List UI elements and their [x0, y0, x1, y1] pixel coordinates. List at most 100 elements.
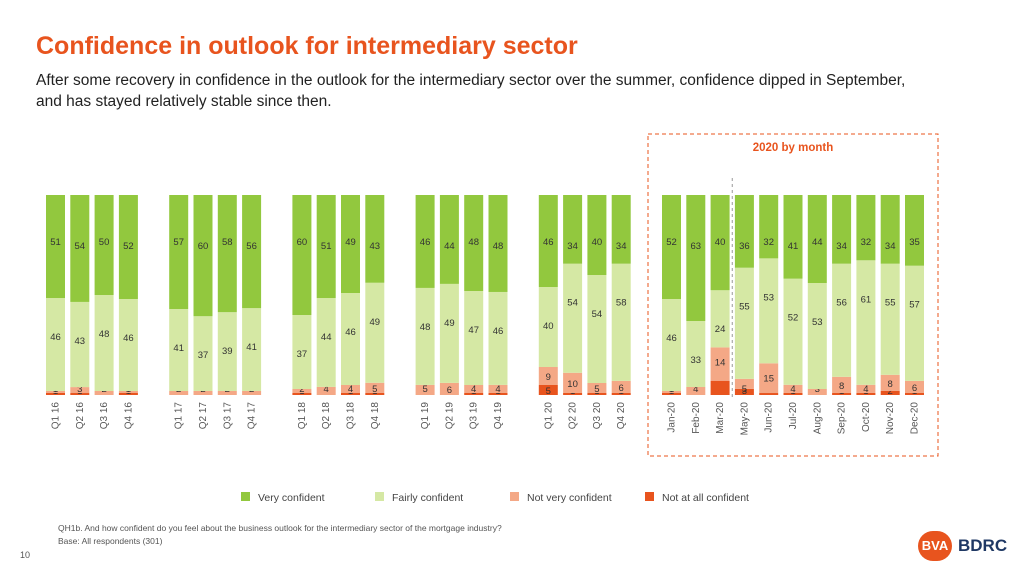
data-label-q4-16-fairly-confident: 46: [123, 333, 134, 344]
bar-jul-20-fairly-confident: [783, 278, 803, 385]
data-label-q1-17-fairly-confident: 41: [173, 343, 184, 354]
bar-q1-18-not-very-confident: [292, 389, 312, 393]
bar-jun-20-not-at-all-confident: [759, 393, 779, 395]
data-label-oct-20-fairly-confident: 61: [861, 294, 872, 305]
bar-q1-16-not-very-confident: [46, 390, 65, 393]
bar-nov-20-fairly-confident: [880, 263, 900, 375]
data-label-jan-20-very-confident: 52: [666, 237, 677, 248]
data-label-q4-19-not-very-confident: 4: [495, 384, 500, 395]
bar-feb-20-not-very-confident: [686, 387, 706, 395]
data-label-nov-20-very-confident: 34: [885, 241, 896, 252]
bar-q3-20-not-at-all-confident: [587, 393, 607, 395]
bar-mar-20-fairly-confident: [710, 290, 730, 348]
bar-q3-20-fairly-confident: [587, 275, 607, 383]
footnote: QH1b. And how confident do you feel abou…: [58, 522, 502, 548]
data-label-q3-17-very-confident: 58: [222, 237, 233, 248]
tick-label-nov-20: Nov-20: [885, 402, 896, 435]
data-label-jul-20-very-confident: 41: [788, 241, 799, 252]
bar-oct-20-not-at-all-confident: [856, 392, 876, 395]
data-label-q1-16-very-confident: 51: [50, 237, 61, 248]
data-label-oct-20-not-very-confident: 4: [863, 384, 868, 395]
bar-q4-19-not-at-all-confident: [488, 392, 508, 395]
bar-q2-20-not-at-all-confident: [563, 392, 583, 395]
data-label-dec-20-not-very-confident: 6: [912, 383, 917, 394]
legend-label-not-very-confident: Not very confident: [527, 492, 612, 504]
data-label-jan-20-fairly-confident: 46: [666, 333, 677, 344]
logo-text: BDRC: [958, 536, 1008, 555]
data-label-q4-20-not-very-confident: 6: [619, 383, 624, 394]
data-label-q2-16-very-confident: 54: [75, 241, 86, 252]
bar-jul-20-not-very-confident: [783, 384, 803, 393]
bar-q3-20-very-confident: [587, 195, 607, 275]
bar-q4-16-not-very-confident: [118, 391, 138, 393]
data-label-nov-20-not-very-confident: 8: [888, 379, 893, 390]
tick-label-q3-16: Q3 16: [99, 402, 110, 430]
bar-q1-16-very-confident: [46, 195, 65, 299]
data-label-q4-17-fairly-confident: 41: [246, 342, 257, 353]
bar-q4-18-fairly-confident: [365, 282, 385, 383]
bar-jun-20-very-confident: [759, 195, 779, 259]
data-label-q2-16-not-very-confident: 3: [77, 384, 82, 395]
footnote-base: Base: All respondents (301): [58, 536, 163, 546]
bar-q3-18-fairly-confident: [341, 293, 360, 385]
data-label-q1-20-not-at-all-confident: 5: [546, 386, 551, 397]
legend-swatch-very-confident: [241, 492, 250, 501]
data-label-q3-20-not-very-confident: 5: [594, 384, 599, 395]
bar-q3-19-not-at-all-confident: [464, 393, 484, 395]
bar-oct-20-very-confident: [856, 195, 876, 261]
bar-q3-19-not-very-confident: [464, 385, 484, 393]
data-label-q2-18-not-very-confident: 4: [324, 384, 329, 395]
data-label-q1-19-very-confident: 46: [420, 237, 431, 248]
company-logo: BVA BDRC: [918, 531, 1014, 561]
tick-label-q4-17: Q4 17: [247, 402, 258, 430]
bar-may-20-not-very-confident: [734, 378, 754, 389]
tick-label-q2-20: Q2 20: [568, 402, 579, 430]
tick-label-jan-20: Jan-20: [667, 402, 678, 433]
data-label-q2-18-very-confident: 51: [321, 241, 332, 252]
bar-sep-20-not-very-confident: [832, 376, 852, 393]
data-label-q4-18-not-very-confident: 5: [372, 384, 377, 395]
bar-q3-18-not-at-all-confident: [341, 393, 360, 395]
tick-label-q4-20: Q4 20: [616, 402, 627, 430]
data-label-aug-20-not-very-confident: 3: [815, 384, 820, 395]
tick-label-q2-16: Q2 16: [75, 402, 86, 430]
bar-jan-20-not-very-confident: [662, 391, 681, 393]
bar-q2-16-fairly-confident: [70, 301, 90, 388]
data-label-q1-20-fairly-confident: 40: [543, 321, 554, 332]
bar-nov-20-not-at-all-confident: [880, 390, 900, 395]
data-label-q4-18-very-confident: 43: [370, 241, 381, 252]
data-label-feb-20-fairly-confident: 33: [691, 355, 702, 366]
tick-label-q4-19: Q4 19: [493, 402, 504, 430]
bar-q4-16-not-at-all-confident: [118, 393, 138, 395]
data-label-q2-18-fairly-confident: 44: [321, 332, 332, 343]
bar-q1-20-not-very-confident: [538, 367, 558, 385]
tick-label-jul-20: Jul-20: [788, 402, 799, 430]
data-label-q3-20-fairly-confident: 54: [592, 309, 603, 320]
data-label-q1-19-not-very-confident: 5: [422, 384, 427, 395]
tick-label-q3-19: Q3 19: [469, 402, 480, 430]
bar-q1-17-fairly-confident: [169, 309, 189, 391]
data-label-may-20-very-confident: 36: [739, 241, 750, 252]
bar-q1-16-not-at-all-confident: [46, 392, 65, 395]
bar-q2-19-fairly-confident: [439, 283, 459, 383]
bar-dec-20-fairly-confident: [905, 265, 924, 381]
bar-q4-19-fairly-confident: [488, 291, 508, 385]
data-label-oct-20-very-confident: 32: [861, 237, 872, 248]
bar-may-20-fairly-confident: [734, 267, 754, 379]
bar-nov-20-very-confident: [880, 195, 900, 264]
bar-q1-18-not-at-all-confident: [292, 393, 312, 395]
tick-label-sep-20: Sep-20: [837, 402, 848, 435]
data-label-q3-16-fairly-confident: 48: [99, 329, 110, 340]
bar-q2-16-not-at-all-confident: [70, 393, 90, 395]
bar-feb-20-very-confident: [686, 195, 706, 321]
data-label-q1-17-very-confident: 57: [173, 237, 184, 248]
bar-q4-20-very-confident: [611, 195, 631, 264]
bar-sep-20-not-at-all-confident: [832, 392, 852, 395]
data-label-q3-19-fairly-confident: 47: [468, 325, 479, 336]
bar-may-20-not-at-all-confident: [734, 388, 754, 395]
bar-jun-20-fairly-confident: [759, 258, 779, 364]
data-label-q3-16-very-confident: 50: [99, 237, 110, 248]
bar-q4-19-very-confident: [488, 195, 508, 292]
data-label-q3-18-fairly-confident: 46: [345, 327, 356, 338]
bar-q1-18-fairly-confident: [292, 315, 312, 389]
